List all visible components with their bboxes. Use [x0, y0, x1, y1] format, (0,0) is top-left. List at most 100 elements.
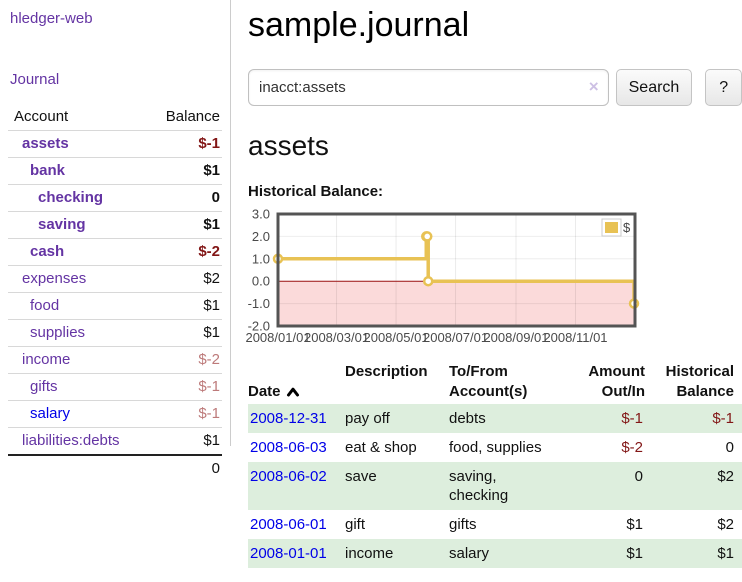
- accounts-cell: gifts: [449, 516, 477, 533]
- account-link[interactable]: income: [22, 351, 71, 368]
- account-balance: $1: [145, 319, 222, 347]
- account-balance: $1: [145, 157, 222, 185]
- svg-text:2008/05/01: 2008/05/01: [363, 330, 428, 345]
- register-header-description: Description: [345, 363, 428, 380]
- sidebar-divider: [230, 0, 231, 446]
- account-balance: $-1: [145, 373, 222, 401]
- svg-text:0.0: 0.0: [252, 274, 270, 289]
- transaction-date-link[interactable]: 2008-12-31: [250, 410, 327, 427]
- account-link[interactable]: assets: [22, 135, 69, 152]
- balance-cell: $2: [645, 462, 742, 510]
- svg-text:3.0: 3.0: [252, 207, 270, 222]
- accounts-cell: saving, checking: [449, 462, 559, 510]
- account-balance: $-2: [145, 238, 222, 266]
- account-balance: 0: [145, 184, 222, 212]
- account-balance: $2: [145, 265, 222, 293]
- transaction-date-link[interactable]: 2008-06-01: [250, 516, 327, 533]
- svg-text:2.0: 2.0: [252, 229, 270, 244]
- account-balance: $-1: [145, 130, 222, 158]
- balance-cell: $1: [645, 539, 742, 568]
- amount-cell: $1: [559, 539, 645, 568]
- historical-balance-chart: $3.0 2.0 1.0 0.0 -1.0 -2.0 2008/01/01 2008/03/0…: [245, 207, 742, 346]
- app-title-link[interactable]: hledger-web: [10, 10, 93, 27]
- page-title: sample.journal: [248, 6, 470, 44]
- account-link[interactable]: expenses: [22, 270, 87, 287]
- svg-text:-2.0: -2.0: [248, 319, 270, 334]
- transaction-date-link[interactable]: 2008-06-03: [250, 439, 327, 456]
- transaction-date-link[interactable]: 2008-06-02: [250, 468, 327, 485]
- register-row: 2008-12-31 pay off debts $-1 $-1: [248, 404, 742, 433]
- register-header-balance: Historical Balance: [665, 363, 734, 400]
- account-link[interactable]: saving: [38, 216, 86, 233]
- accounts-cell: debts: [449, 404, 559, 433]
- account-row: liabilities:debts $1: [8, 427, 222, 455]
- account-row: expenses $2: [8, 265, 222, 293]
- register-row: 2008-01-01 income salary $1 $1: [248, 539, 742, 568]
- amount-cell: $-1: [559, 404, 645, 433]
- register-header-accounts: To/From Account(s): [449, 363, 528, 400]
- amount-cell: 0: [559, 462, 645, 510]
- accounts-header-balance: Balance: [165, 108, 220, 125]
- account-link[interactable]: gifts: [30, 378, 58, 395]
- account-row: checking 0: [8, 184, 222, 212]
- account-balance: $1: [145, 211, 222, 239]
- sidebar: hledger-web Journal Account Balance asse…: [0, 0, 230, 482]
- sort-ascending-icon: [286, 387, 299, 397]
- search-input[interactable]: [248, 69, 609, 106]
- register-table: Date Description To/From Account(s) Amou…: [248, 360, 742, 568]
- svg-text:-1.0: -1.0: [248, 296, 270, 311]
- description-cell: income: [345, 539, 449, 568]
- balance-cell: $-1: [645, 404, 742, 433]
- svg-text:2008/01/01: 2008/01/01: [245, 330, 310, 345]
- svg-text:2008/03/01: 2008/03/01: [304, 330, 369, 345]
- description-cell: save: [345, 462, 449, 510]
- accounts-cell: food, supplies: [449, 439, 542, 456]
- amount-cell: $-2: [621, 439, 643, 456]
- account-link[interactable]: salary: [30, 405, 71, 422]
- account-row: supplies $1: [8, 319, 222, 347]
- amount-cell: $1: [626, 516, 643, 533]
- account-link[interactable]: checking: [38, 189, 104, 206]
- svg-text:2008/07/01: 2008/07/01: [423, 330, 488, 345]
- account-link[interactable]: food: [30, 297, 60, 314]
- accounts-header-account: Account: [14, 108, 69, 125]
- accounts-total-value: 0: [8, 454, 222, 482]
- accounts-tbody: assets $-1 bank $1 checking 0 saving $1 cash $-2 e…: [8, 130, 222, 455]
- account-heading: assets: [248, 130, 329, 161]
- account-balance: $-2: [145, 346, 222, 374]
- balance-cell: 0: [725, 439, 734, 456]
- account-row: cash $-2: [8, 238, 222, 266]
- account-balance: $-1: [145, 400, 222, 428]
- account-row: saving $1: [8, 211, 222, 239]
- svg-text:2008/09/01: 2008/09/01: [483, 330, 548, 345]
- account-link[interactable]: cash: [30, 243, 65, 260]
- description-cell: gift: [345, 516, 366, 533]
- register-tbody: 2008-12-31 pay off debts $-1 $-1 2008-06-03 ea…: [248, 404, 742, 568]
- accounts-table: Account Balance assets $-1 bank $1 checking 0…: [8, 104, 222, 482]
- help-button[interactable]: ?: [705, 69, 742, 106]
- account-balance: $1: [145, 427, 222, 455]
- chart-title: Historical Balance:: [248, 183, 384, 200]
- register-header-date[interactable]: Date: [248, 360, 345, 404]
- account-link[interactable]: liabilities:debts: [22, 432, 120, 449]
- svg-text:1.0: 1.0: [252, 251, 270, 266]
- register-row: 2008-06-02 save saving, checking 0 $2: [248, 462, 742, 510]
- search-form: × Search ?: [248, 69, 742, 106]
- clear-search-icon[interactable]: ×: [588, 77, 599, 96]
- account-row: food $1: [8, 292, 222, 320]
- description-cell: eat & shop: [345, 439, 417, 456]
- account-row: assets $-1: [8, 130, 222, 158]
- svg-text:$: $: [623, 220, 631, 235]
- account-link[interactable]: bank: [30, 162, 66, 179]
- account-link[interactable]: supplies: [30, 324, 86, 341]
- search-button[interactable]: Search: [615, 69, 693, 106]
- account-row: gifts $-1: [8, 373, 222, 401]
- balance-cell: $2: [717, 516, 734, 533]
- register-row: 2008-06-03 eat & shop food, supplies $-2 0: [248, 433, 742, 462]
- transaction-date-link[interactable]: 2008-01-01: [250, 545, 327, 562]
- account-row: income $-2: [8, 346, 222, 374]
- accounts-cell: salary: [449, 539, 559, 568]
- nav-journal-link[interactable]: Journal: [10, 71, 60, 88]
- account-row: bank $1: [8, 157, 222, 185]
- svg-text:2008/11/01: 2008/11/01: [543, 330, 607, 345]
